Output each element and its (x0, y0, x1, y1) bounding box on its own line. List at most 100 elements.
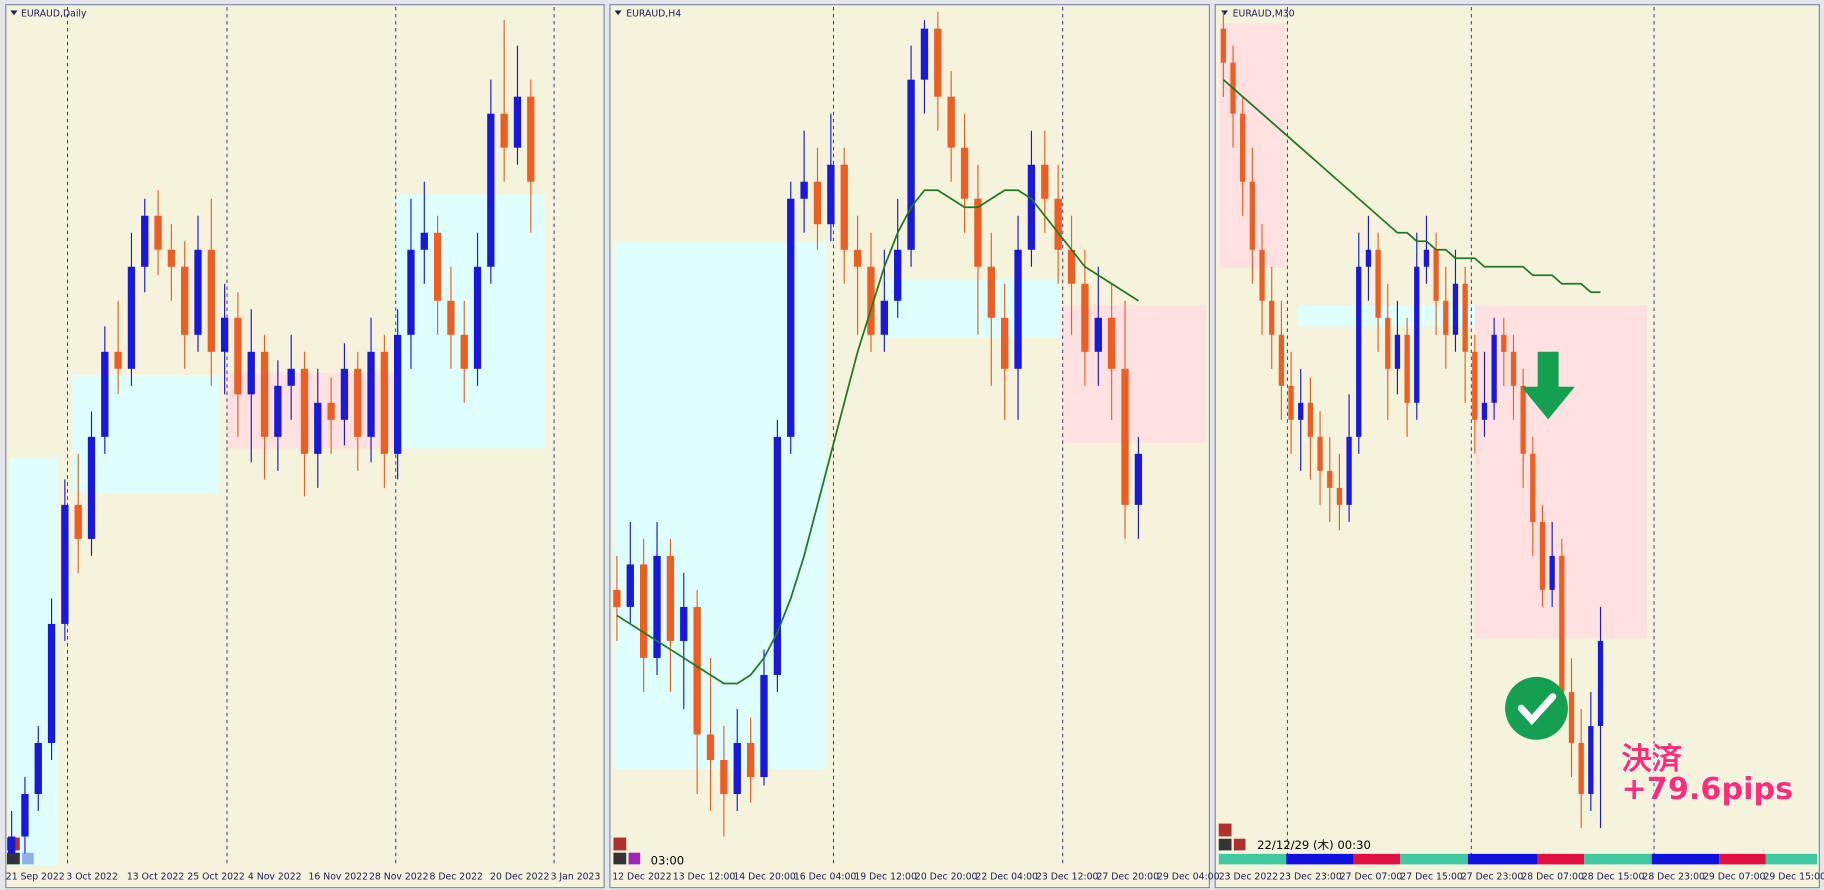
moving-average (616, 189, 1139, 685)
time-label: 23 Dec 12:00 (1036, 872, 1099, 883)
icon[interactable] (613, 837, 627, 851)
time-label: 20 Dec 2022 (490, 872, 549, 883)
candle-body (433, 232, 442, 301)
time-label: 12 Dec 2022 (612, 872, 671, 883)
candle-body (773, 436, 782, 675)
time-label: 25 Oct 2022 (187, 872, 244, 883)
candle-body (314, 402, 322, 454)
candle-body (340, 368, 349, 420)
time-label: 13 Dec 12:00 (673, 872, 736, 883)
check-mark (1517, 693, 1557, 726)
time-label: 16 Dec 04:00 (794, 872, 857, 883)
candle-body (760, 674, 768, 778)
icon[interactable] (1218, 838, 1232, 851)
candle-body (47, 623, 56, 743)
candle-body (114, 351, 122, 369)
candle-body (1327, 470, 1333, 488)
time-label: 28 Nov 2022 (369, 872, 429, 883)
candle-body (1559, 555, 1565, 692)
candle-body (380, 351, 389, 454)
moving-average (1222, 79, 1601, 294)
panel-title: EURAUD,M30 (1233, 8, 1295, 19)
candle-body (947, 96, 955, 148)
zone (884, 279, 1060, 338)
candle-body (1597, 640, 1604, 726)
zone (1297, 305, 1502, 327)
time-bar (1218, 853, 1818, 865)
candle-body (680, 606, 688, 641)
candle-body (1588, 725, 1594, 795)
time-bar-segment (1584, 853, 1652, 865)
candle-body (420, 232, 428, 250)
candle-body (613, 589, 621, 607)
candle-body (394, 334, 402, 454)
time-bar-segment (1719, 853, 1766, 865)
candle-body (447, 300, 455, 335)
candle-body (880, 300, 889, 335)
candle-body (1394, 334, 1401, 369)
candle-body (154, 215, 162, 250)
time-bar-segment (1651, 853, 1720, 865)
candle-body (1385, 317, 1391, 369)
candle-body (1278, 334, 1285, 386)
zone (72, 375, 219, 493)
candle-body (1067, 249, 1076, 284)
candle-body (1443, 300, 1449, 335)
candle-body (1356, 266, 1362, 437)
candle-body (867, 266, 875, 335)
candle-body (487, 113, 495, 267)
candle-body (639, 564, 648, 658)
candle-body (61, 504, 69, 624)
candle-body (693, 606, 701, 735)
cursor-time: 03:00 (651, 853, 685, 867)
candle-body (987, 266, 995, 318)
candle-body (733, 742, 741, 795)
candle-body (247, 351, 255, 395)
separators (67, 6, 1655, 867)
time-label: 29 Dec 04:00 (1157, 872, 1220, 883)
time-label: 13 Oct 2022 (127, 872, 184, 883)
candle-body (1433, 249, 1439, 301)
time-label: 28 Dec 15:00 (1582, 872, 1645, 883)
candle-body (626, 564, 634, 607)
icon[interactable] (22, 852, 34, 865)
candle-body (1423, 249, 1430, 267)
candle-body (1472, 351, 1478, 420)
icon[interactable] (1233, 838, 1246, 851)
candle-body (1121, 368, 1129, 505)
icon[interactable] (628, 852, 641, 865)
time-label: 3 Jan 2023 (551, 872, 601, 883)
candle-body (7, 836, 16, 854)
candle-body (746, 742, 755, 778)
candle-body (527, 96, 535, 182)
time-label: 3 Oct 2022 (66, 872, 118, 883)
icon[interactable] (613, 852, 627, 865)
candle-body (853, 249, 862, 267)
icon[interactable] (1218, 823, 1232, 837)
candle-body (920, 28, 929, 80)
icon[interactable] (6, 852, 20, 865)
time-label: 14 Dec 20:00 (733, 872, 796, 883)
candle-body (1452, 283, 1459, 335)
settle-label: 決済 (1621, 742, 1682, 777)
candle-body (181, 266, 189, 335)
candle-body (1481, 402, 1488, 420)
candle-body (74, 504, 82, 539)
check-circle (1505, 676, 1568, 740)
zone (614, 242, 827, 769)
candle-body (1404, 334, 1410, 403)
candle-body (1014, 249, 1022, 369)
candle-body (666, 555, 675, 641)
panel-title: EURAUD,H4 (626, 8, 681, 19)
time-label: 22 Dec 04:00 (975, 872, 1038, 883)
time-bar-segment (1537, 853, 1585, 865)
candle-body (407, 249, 415, 335)
candle-body (1298, 402, 1304, 420)
candle-body (234, 317, 242, 395)
time-bar-segment (1353, 853, 1401, 865)
candle-body (1081, 283, 1089, 352)
candle-body (706, 734, 715, 760)
candle-body (513, 96, 522, 148)
time-bar-segment (1400, 853, 1468, 865)
candle-body (500, 113, 508, 148)
